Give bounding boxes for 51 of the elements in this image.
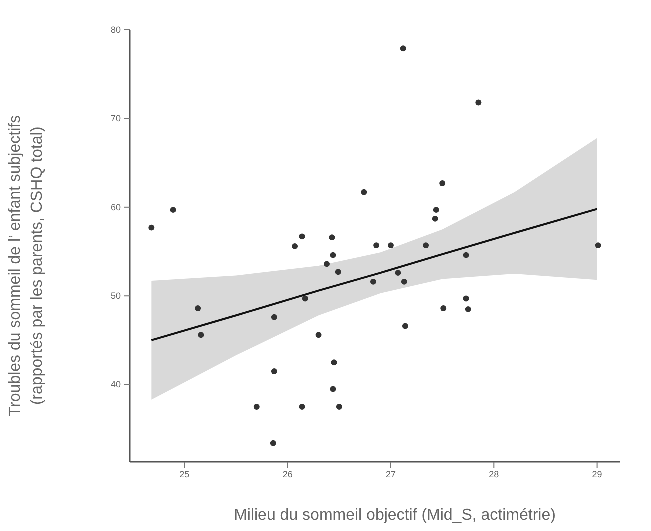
point bbox=[465, 306, 472, 312]
point bbox=[361, 189, 368, 196]
point bbox=[148, 224, 155, 231]
point bbox=[302, 296, 308, 302]
point bbox=[433, 207, 440, 214]
point bbox=[463, 296, 470, 302]
point bbox=[271, 314, 278, 320]
y-axis-title: Troubles du sommeil de l’ enfant subjectifs (rapportés par les parents, CSHQ total) bbox=[7, 115, 46, 417]
point bbox=[329, 234, 336, 241]
point bbox=[400, 46, 406, 52]
point bbox=[195, 306, 202, 312]
point bbox=[336, 404, 342, 410]
x-tick-label: 25 bbox=[180, 469, 190, 480]
point bbox=[432, 216, 438, 222]
point bbox=[271, 368, 278, 374]
point bbox=[440, 306, 447, 312]
x-tick-label: 29 bbox=[592, 469, 602, 480]
point bbox=[370, 278, 376, 285]
point bbox=[299, 404, 306, 410]
point bbox=[395, 270, 402, 276]
point bbox=[292, 243, 298, 250]
x-tick-label: 27 bbox=[386, 469, 396, 480]
point bbox=[330, 386, 336, 392]
y-tick-label: 80 bbox=[110, 24, 121, 35]
point bbox=[170, 207, 176, 214]
point bbox=[423, 242, 430, 249]
y-tick-label: 60 bbox=[110, 202, 121, 212]
point bbox=[330, 252, 336, 258]
x-tick-label: 28 bbox=[489, 469, 500, 480]
point bbox=[331, 360, 338, 366]
point bbox=[595, 242, 602, 249]
line-series bbox=[150, 208, 598, 342]
point bbox=[316, 332, 322, 338]
point bbox=[440, 180, 446, 186]
x-axis-title: Milieu du sommeil objectif (Mid_S, actimétrie) bbox=[234, 507, 556, 524]
point bbox=[402, 323, 408, 330]
point bbox=[299, 234, 306, 240]
point bbox=[324, 261, 330, 268]
y-tick-label: 50 bbox=[110, 291, 121, 301]
point bbox=[388, 242, 394, 249]
y-tick-label: 40 bbox=[110, 380, 121, 390]
point bbox=[374, 242, 380, 249]
point bbox=[476, 100, 482, 106]
y-tick-label: 70 bbox=[110, 114, 121, 124]
point bbox=[463, 252, 470, 258]
point bbox=[270, 440, 276, 446]
point bbox=[401, 278, 408, 285]
x-tick-label: 26 bbox=[282, 469, 293, 480]
point bbox=[254, 404, 260, 410]
point bbox=[335, 269, 342, 276]
point bbox=[198, 332, 204, 338]
